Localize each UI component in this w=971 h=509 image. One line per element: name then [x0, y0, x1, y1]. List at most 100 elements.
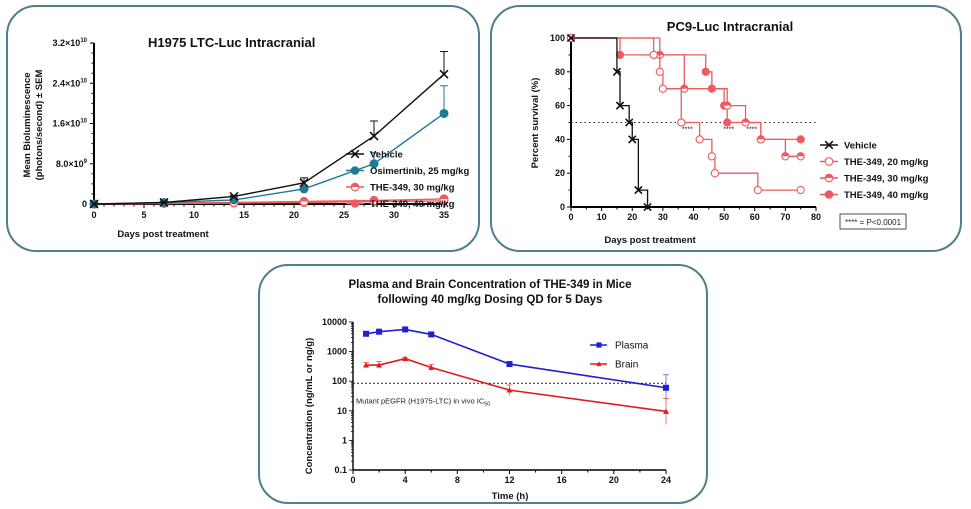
x-marker-stroke: [566, 33, 576, 43]
data-point: [363, 330, 370, 337]
x-tick-label: 8: [455, 475, 460, 485]
x-tick-label: 20: [627, 212, 637, 222]
censor-marker: [796, 135, 805, 144]
x-marker-stroke: [628, 135, 637, 144]
x-marker-stroke: [634, 185, 643, 195]
legend-label: THE-349, 30 mg/kg: [370, 183, 455, 194]
data-point: [159, 197, 169, 208]
data-point: [439, 108, 449, 118]
half-circle-fill: [781, 152, 789, 157]
legend-marker: [350, 182, 360, 192]
chart-title-line2: following 40 mg/kg Dosing QD for 5 Days: [378, 294, 603, 306]
y-axis-label: Percent survival (%): [530, 78, 541, 169]
data-point: [506, 387, 513, 393]
bioluminescence-chart-panel: H1975 LTC-Luc Intracranial 0 5 10 15 20 25 30 3…: [6, 5, 480, 252]
y-tick-label: 2.4×1010: [53, 78, 88, 88]
x-tick-label: 20: [609, 475, 619, 485]
y-tick-label: 3.2×1010: [53, 38, 88, 48]
survival-chart: PC9-Luc Intracranial 0 10 20 30 40 50 60 70 80 0 2…: [530, 19, 929, 246]
legend-label: Vehicle: [844, 141, 877, 152]
x-tick-label: 20: [289, 210, 299, 220]
event-marker: [615, 101, 625, 110]
data-point: [402, 355, 409, 362]
x-axis-label: Days post treatment: [604, 235, 696, 246]
half-circle-fill: [440, 194, 448, 199]
event-marker: [677, 118, 686, 127]
x-tick-label: 25: [339, 210, 349, 220]
y-tick-label: 60: [555, 101, 565, 111]
x-axis-label: Days post treatment: [117, 229, 209, 240]
significance-mark: ****: [723, 127, 734, 134]
y-tick-label: 10000: [322, 317, 347, 327]
legend-label: Brain: [615, 360, 638, 371]
y-tick-label: 0: [560, 202, 565, 212]
half-circle-fill: [370, 196, 378, 201]
y-tick-label: 0.1: [334, 465, 347, 475]
x-tick-label: 5: [141, 210, 146, 220]
legend-label: THE-349, 40 mg/kg: [844, 190, 929, 201]
legend-marker: [350, 166, 360, 175]
x-tick-label: 0: [350, 475, 355, 485]
y-tick-label: 0: [82, 199, 87, 209]
significance-mark: ****: [746, 127, 757, 134]
x-marker-stroke: [89, 199, 99, 209]
y-tick-label: 1: [342, 435, 347, 445]
data-point: [428, 331, 435, 338]
event-marker: [741, 118, 750, 127]
x-marker-stroke: [643, 202, 652, 212]
x-tick-label: 60: [750, 212, 760, 222]
legend-marker: [824, 173, 834, 183]
legend-marker: [824, 157, 834, 166]
event-marker: [628, 135, 637, 144]
x-tick-label: 40: [688, 212, 698, 222]
half-circle-fill: [825, 174, 833, 178]
series-line: [366, 357, 667, 413]
legend-label: THE-349, 30 mg/kg: [844, 174, 929, 185]
data-point: [402, 326, 409, 333]
event-marker: [756, 135, 766, 144]
x-marker-stroke: [612, 67, 622, 76]
y-tick-label: 10: [337, 406, 347, 416]
legend-marker: [824, 140, 834, 150]
legend-label: THE-349, 20 mg/kg: [844, 157, 929, 168]
event-marker: [710, 169, 720, 178]
data-point: [229, 191, 239, 202]
chart-title: PC9-Luc Intracranial: [667, 19, 793, 34]
event-marker: [658, 84, 668, 93]
y-tick-label: 100: [550, 33, 565, 43]
survival-curve: [571, 37, 649, 207]
survival-curve: [571, 37, 801, 157]
data-point: [299, 184, 309, 194]
event-marker: [643, 202, 652, 212]
x-tick-label: 0: [91, 210, 96, 220]
half-circle-fill: [741, 118, 750, 123]
x-tick-label: 30: [658, 212, 668, 222]
x-tick-label: 50: [719, 212, 729, 222]
y-tick-label: 20: [555, 168, 565, 178]
half-circle-fill: [757, 135, 765, 140]
x-tick-label: 15: [239, 210, 249, 220]
significance-mark: ****: [682, 127, 693, 134]
x-tick-label: 4: [403, 475, 408, 485]
x-tick-label: 24: [661, 475, 671, 485]
event-marker: [707, 152, 717, 161]
significance-annotation: **** = P<0.0001: [845, 218, 902, 227]
legend-label: THE-349, 40 mg/kg: [370, 199, 455, 210]
data-point: [363, 362, 370, 368]
pk-chart-panel: Plasma and Brain Concentration of THE-34…: [258, 264, 708, 504]
half-circle-fill: [351, 183, 359, 187]
x-tick-label: 30: [389, 210, 399, 220]
data-point: [369, 131, 379, 141]
ic50-label: Mutant pEGFR (H1975-LTC) in vivo IC50: [356, 396, 490, 407]
x-axis-label: Time (h): [492, 491, 529, 502]
data-point: [428, 364, 435, 370]
pk-chart: Plasma and Brain Concentration of THE-34…: [304, 279, 671, 502]
event-marker: [753, 185, 762, 195]
data-point: [89, 199, 99, 209]
x-tick-label: 10: [189, 210, 199, 220]
x-tick-label: 70: [780, 212, 790, 222]
x-marker-stroke: [229, 191, 239, 202]
chart-title-line1: Plasma and Brain Concentration of THE-34…: [348, 279, 631, 291]
x-marker-stroke: [369, 131, 379, 141]
x-marker-stroke: [159, 197, 169, 208]
